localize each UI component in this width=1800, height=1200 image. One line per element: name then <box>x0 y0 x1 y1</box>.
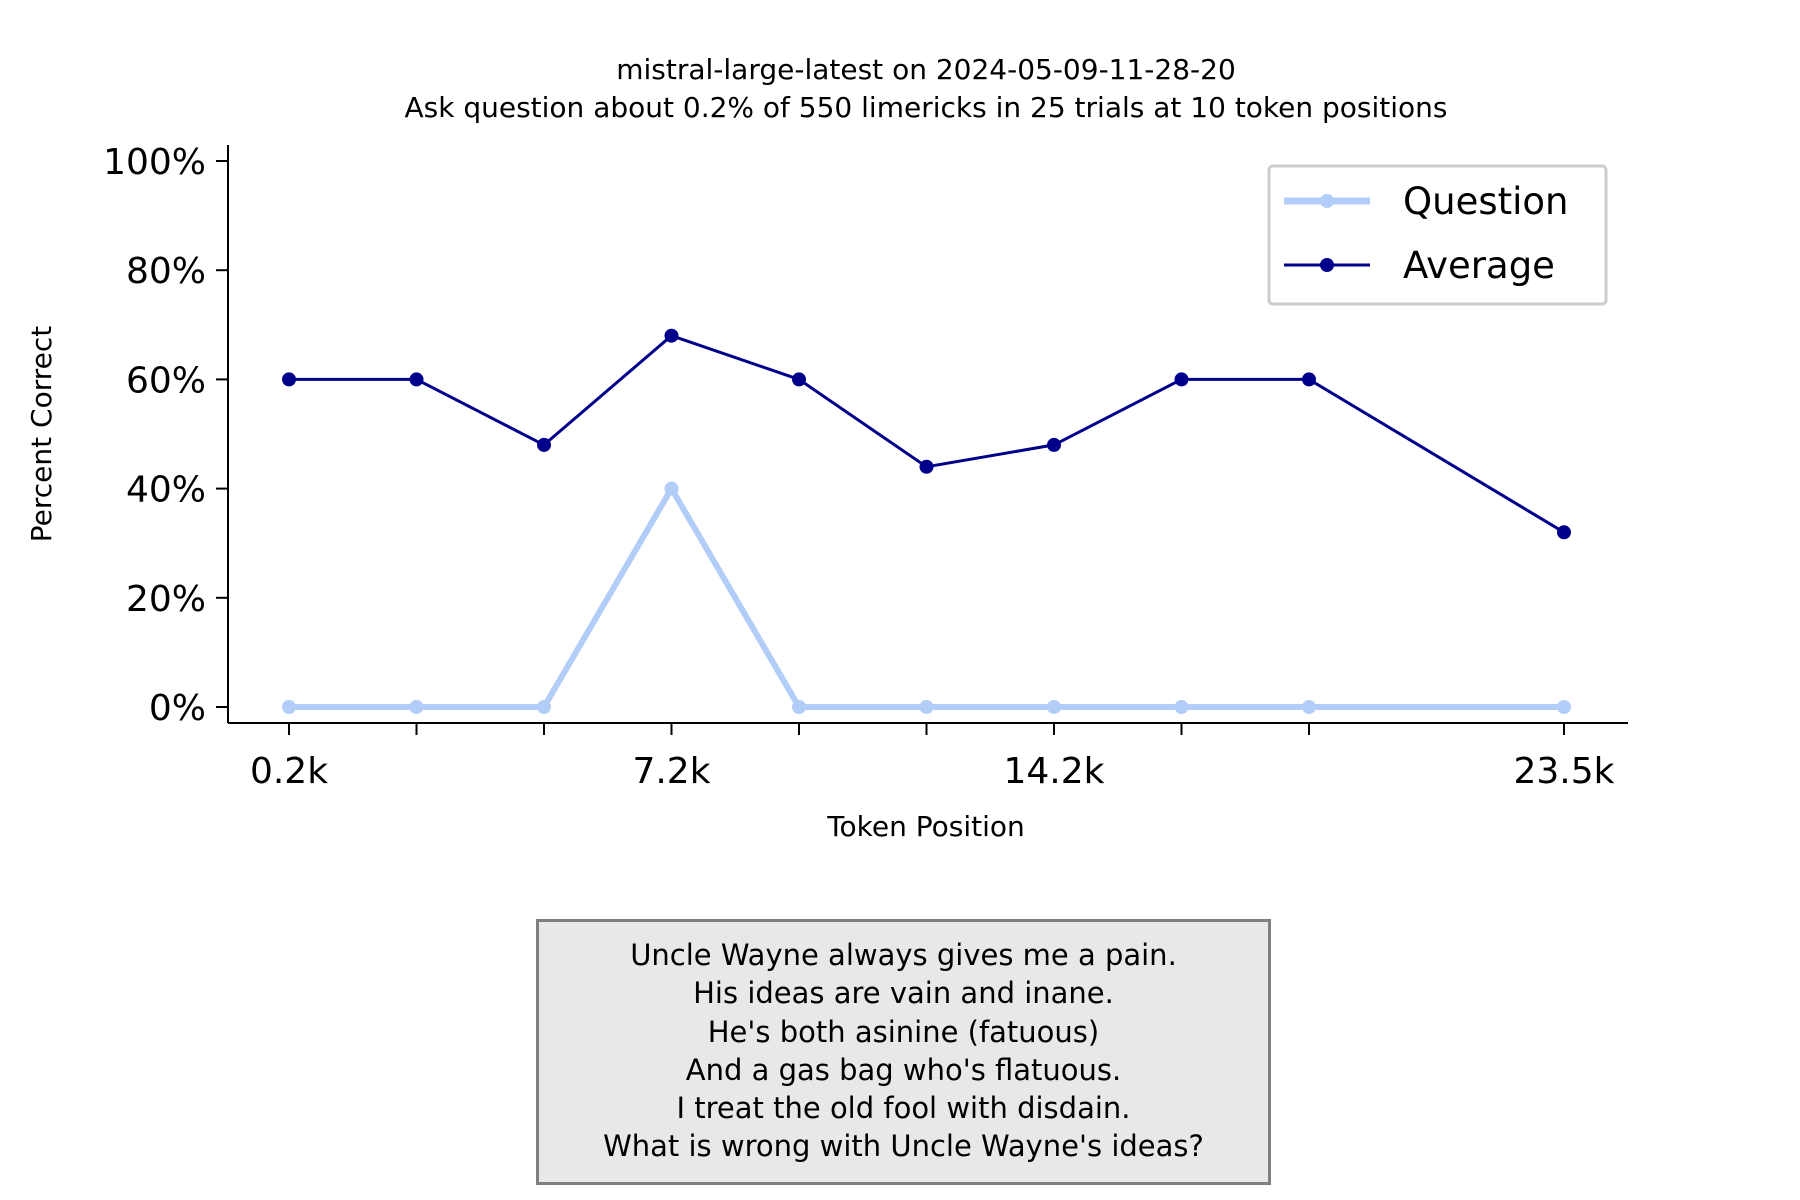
data-point-question <box>1302 700 1316 714</box>
chart-subtitle: Ask question about 0.2% of 550 limericks… <box>404 91 1447 124</box>
y-tick-label: 0% <box>149 688 206 729</box>
x-tick-label: 23.5k <box>1513 751 1614 792</box>
data-point-average <box>282 372 296 387</box>
x-axis-label: Token Position <box>826 810 1025 843</box>
data-point-question <box>664 481 679 496</box>
y-tick-label: 100% <box>103 142 206 183</box>
data-point-average <box>1047 437 1061 452</box>
limerick-line: Uncle Wayne always gives me a pain. <box>630 938 1177 972</box>
data-point-average <box>664 328 679 343</box>
legend-marker-question <box>1320 194 1334 208</box>
limerick-line: And a gas bag who's flatuous. <box>685 1052 1122 1087</box>
limerick-line: His ideas are vain and inane. <box>693 976 1114 1011</box>
legend: Question Average <box>1267 164 1608 306</box>
data-point-average <box>409 372 424 387</box>
chart-title: mistral-large-latest on 2024-05-09-11-28… <box>616 53 1236 86</box>
y-tick-label: 20% <box>126 579 206 620</box>
series-average <box>282 328 1571 540</box>
series-layer <box>282 328 1571 714</box>
data-point-average <box>537 437 551 452</box>
data-point-question <box>792 700 806 714</box>
limerick-line: What is wrong with Uncle Wayne's ideas? <box>603 1129 1204 1164</box>
series-question <box>282 481 1571 714</box>
limerick-line: He's both asinine (fatuous) <box>707 1014 1100 1049</box>
legend-label-question: Question <box>1403 180 1569 223</box>
data-point-question <box>537 700 551 714</box>
x-tick-label: 0.2k <box>250 751 328 792</box>
x-axis: 0.2k 7.2k 14.2k 23.5k <box>228 722 1628 792</box>
data-point-question <box>409 700 424 714</box>
x-tick-label: 14.2k <box>1003 751 1104 792</box>
y-axis-label: Percent Correct <box>25 326 58 542</box>
data-point-question <box>1557 700 1571 714</box>
y-tick-label: 60% <box>126 360 206 401</box>
y-axis: 0% 20% 40% 60% 80% 100% <box>103 142 229 729</box>
limerick-textbox: Uncle Wayne always gives me a pain. His … <box>536 919 1271 1185</box>
data-point-question <box>1047 700 1061 714</box>
legend-label-average: Average <box>1403 244 1555 287</box>
data-point-average <box>919 459 934 474</box>
series-line-question <box>289 485 1564 710</box>
data-point-question <box>1174 700 1189 714</box>
data-point-average <box>792 372 806 387</box>
data-point-average <box>1174 372 1189 387</box>
y-tick-label: 80% <box>126 251 206 292</box>
x-tick-label: 7.2k <box>632 751 710 792</box>
data-point-average <box>1557 525 1571 540</box>
data-point-question <box>919 700 934 714</box>
data-point-question <box>282 700 296 714</box>
data-point-average <box>1302 372 1316 387</box>
limerick-line: I treat the old fool with disdain. <box>676 1091 1131 1126</box>
series-line-average <box>289 334 1565 534</box>
y-tick-label: 40% <box>126 470 206 511</box>
legend-marker-average <box>1320 258 1334 272</box>
